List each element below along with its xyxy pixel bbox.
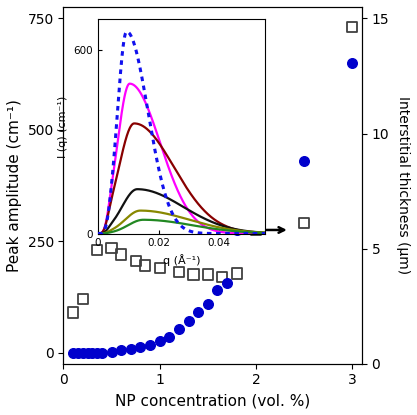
Point <box>185 318 192 325</box>
Point <box>195 309 201 316</box>
Point <box>70 349 76 356</box>
Point <box>166 334 173 340</box>
Y-axis label: Interstitial thickness (μm): Interstitial thickness (μm) <box>396 96 410 274</box>
Point <box>75 349 81 356</box>
Point <box>118 347 125 354</box>
Point <box>118 251 125 258</box>
Point <box>176 326 182 333</box>
Point <box>147 341 153 348</box>
Point <box>349 59 356 66</box>
Point <box>94 349 100 356</box>
Point <box>128 346 134 352</box>
Point <box>70 309 76 316</box>
Point <box>108 349 115 355</box>
Point <box>137 344 144 351</box>
Point <box>156 338 163 345</box>
Point <box>142 262 148 269</box>
Point <box>176 269 182 276</box>
Point <box>190 271 197 278</box>
Point <box>301 158 307 164</box>
Point <box>253 227 259 233</box>
Point <box>79 296 86 303</box>
Point <box>108 244 115 251</box>
Point <box>253 176 259 182</box>
Point <box>224 280 231 287</box>
Point <box>301 220 307 227</box>
Point <box>204 271 211 278</box>
Point <box>89 349 95 356</box>
Point <box>79 349 86 356</box>
Point <box>204 300 211 307</box>
Point <box>214 287 221 293</box>
Point <box>99 349 106 356</box>
Point <box>94 247 100 253</box>
Point <box>349 24 356 30</box>
Point <box>156 264 163 271</box>
Point <box>234 227 240 233</box>
X-axis label: NP concentration (vol. %): NP concentration (vol. %) <box>115 393 310 408</box>
Point <box>84 349 91 356</box>
Point <box>132 258 139 264</box>
Point <box>219 273 226 280</box>
Y-axis label: Peak amplitude (cm⁻¹): Peak amplitude (cm⁻¹) <box>7 99 22 272</box>
Point <box>234 270 240 277</box>
